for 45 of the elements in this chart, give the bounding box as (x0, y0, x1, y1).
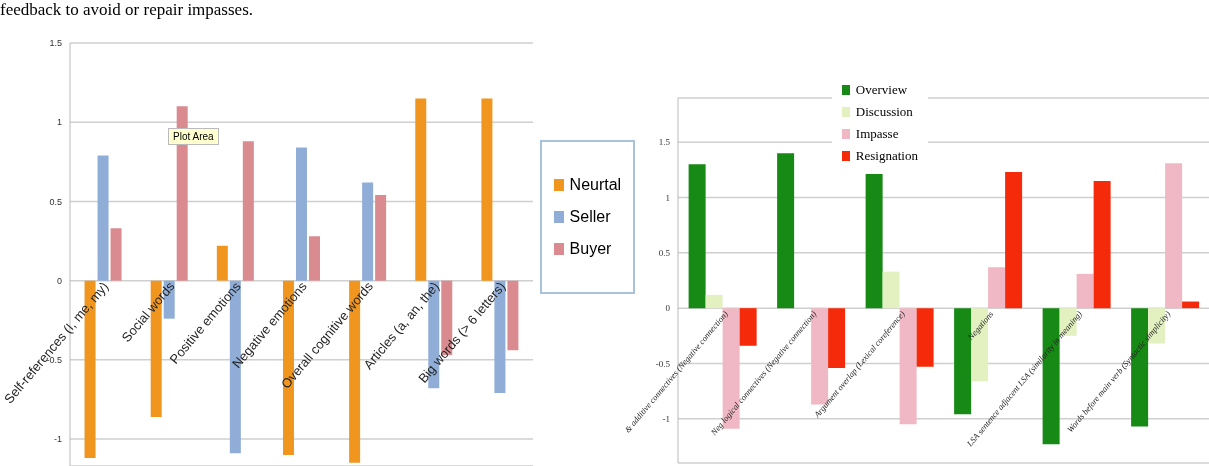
bar (688, 164, 706, 309)
legend-label: Buyer (569, 240, 612, 258)
bar (1182, 301, 1200, 309)
bar (375, 195, 387, 281)
annotation: Plot Area (168, 128, 219, 145)
text: feedback to avoid or repair impasses. (0, 0, 254, 20)
bar (988, 267, 1006, 309)
bar (308, 236, 320, 281)
legend-label: Discussion (855, 104, 913, 120)
bar (1005, 172, 1023, 309)
legend-label: Neurtal (569, 176, 622, 194)
bar (916, 308, 934, 367)
bar (705, 294, 723, 309)
bar (777, 153, 795, 309)
bar (110, 228, 122, 281)
y-tick-label: -1 (53, 434, 62, 445)
bar (882, 271, 900, 309)
legend-label: Impasse (855, 126, 899, 142)
bar (481, 98, 493, 281)
y-tick-label: 1.5 (49, 38, 62, 49)
y-tick-label: 1 (665, 192, 670, 203)
bar (828, 308, 846, 368)
bar (739, 308, 757, 346)
bar (242, 141, 254, 281)
bar (97, 155, 109, 281)
y-tick-label: 0 (56, 275, 62, 286)
bar (1076, 273, 1094, 309)
legend-label: Overview (855, 82, 908, 98)
bar (216, 245, 228, 281)
y-tick-label: 0.5 (49, 196, 62, 207)
y-tick-label: 1.5 (658, 137, 671, 148)
y-tick-label: 0.5 (658, 248, 671, 259)
y-tick-label: 1 (56, 117, 62, 128)
bar (1165, 163, 1183, 309)
bar (415, 98, 427, 281)
bar (362, 182, 374, 281)
bar (507, 280, 519, 351)
bar (865, 172, 883, 309)
bar (295, 147, 307, 281)
legend-label: Resignation (855, 148, 918, 164)
legend-label: Seller (569, 208, 611, 226)
bar (1093, 180, 1111, 309)
y-tick-label: 0 (665, 303, 671, 314)
y-tick-label: -1 (662, 413, 670, 424)
y-tick-label: -0.5 (655, 358, 671, 369)
